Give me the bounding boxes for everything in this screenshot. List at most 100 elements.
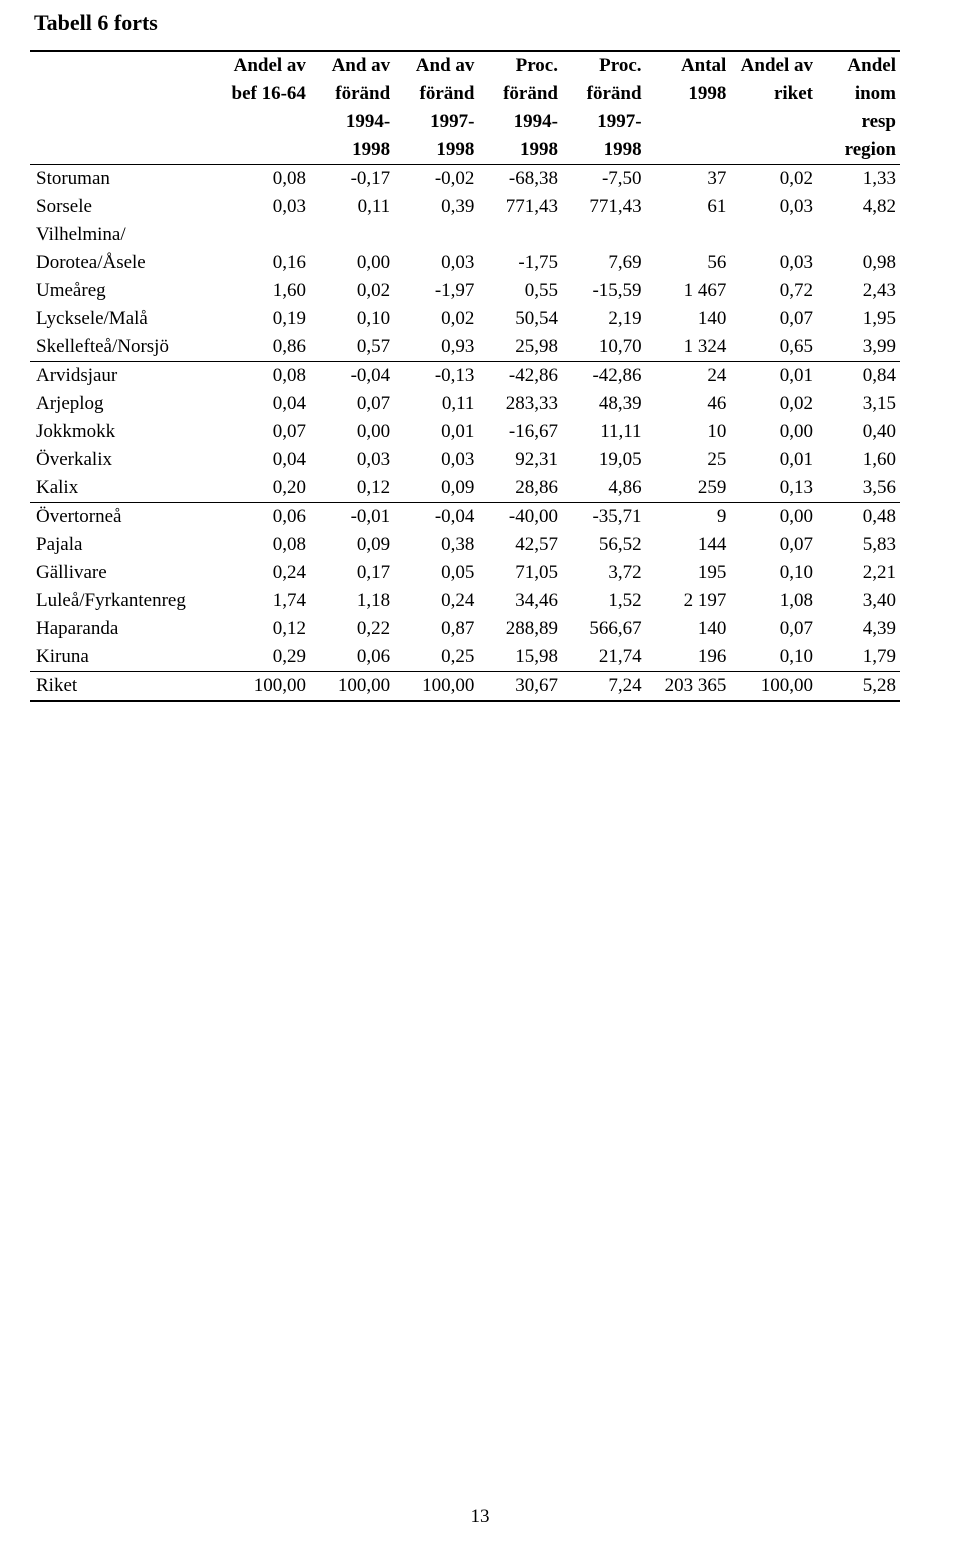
cell: 4,39: [817, 615, 900, 643]
cell: 0,03: [394, 249, 478, 277]
cell: 0,07: [730, 615, 817, 643]
column-header: Proc.: [562, 51, 646, 80]
cell: -0,13: [394, 362, 478, 391]
cell: 0,48: [817, 503, 900, 532]
cell: 1,79: [817, 643, 900, 672]
cell: 37: [646, 165, 731, 194]
cell: 0,03: [730, 193, 817, 221]
column-header-label: [30, 80, 223, 108]
cell: 0,29: [223, 643, 310, 672]
cell: 0,20: [223, 474, 310, 503]
cell: 0,07: [730, 305, 817, 333]
row-label: Pajala: [30, 531, 223, 559]
cell: -40,00: [478, 503, 562, 532]
cell: -1,97: [394, 277, 478, 305]
cell: 0,24: [394, 587, 478, 615]
cell: -0,04: [394, 503, 478, 532]
cell: -42,86: [478, 362, 562, 391]
row-label: Lycksele/Malå: [30, 305, 223, 333]
column-header: 1998: [478, 136, 562, 165]
cell: 0,38: [394, 531, 478, 559]
cell: 1 324: [646, 333, 731, 362]
table-row: Arvidsjaur0,08-0,04-0,13-42,86-42,86240,…: [30, 362, 900, 391]
cell: 30,67: [478, 672, 562, 702]
column-header: 1997-: [394, 108, 478, 136]
table-title: Tabell 6 forts: [34, 10, 900, 36]
table-row: Sorsele0,030,110,39771,43771,43610,034,8…: [30, 193, 900, 221]
cell: 0,40: [817, 418, 900, 446]
row-label: Övertorneå: [30, 503, 223, 532]
column-header: 1994-: [310, 108, 394, 136]
cell: 3,99: [817, 333, 900, 362]
column-header: [646, 136, 731, 165]
column-header: [646, 108, 731, 136]
cell: 1,33: [817, 165, 900, 194]
cell: 1,18: [310, 587, 394, 615]
cell: [478, 221, 562, 249]
row-label: Överkalix: [30, 446, 223, 474]
cell: 0,12: [310, 474, 394, 503]
cell: 0,57: [310, 333, 394, 362]
cell: 2,21: [817, 559, 900, 587]
cell: 1,60: [223, 277, 310, 305]
cell: 0,16: [223, 249, 310, 277]
cell: 28,86: [478, 474, 562, 503]
cell: 0,13: [730, 474, 817, 503]
cell: 196: [646, 643, 731, 672]
cell: 1,08: [730, 587, 817, 615]
cell: 0,02: [730, 390, 817, 418]
cell: 3,40: [817, 587, 900, 615]
cell: 144: [646, 531, 731, 559]
column-header: 1998: [310, 136, 394, 165]
cell: 7,24: [562, 672, 646, 702]
row-label: Kiruna: [30, 643, 223, 672]
column-header: Proc.: [478, 51, 562, 80]
cell: 4,86: [562, 474, 646, 503]
row-label: Kalix: [30, 474, 223, 503]
cell: 2,19: [562, 305, 646, 333]
cell: 0,11: [394, 390, 478, 418]
cell: 5,28: [817, 672, 900, 702]
column-header: föränd: [394, 80, 478, 108]
cell: 0,02: [730, 165, 817, 194]
cell: 0,08: [223, 165, 310, 194]
cell: 0,01: [394, 418, 478, 446]
row-label: Arjeplog: [30, 390, 223, 418]
cell: 0,03: [730, 249, 817, 277]
cell: 0,10: [730, 559, 817, 587]
cell: 259: [646, 474, 731, 503]
cell: 0,00: [310, 418, 394, 446]
cell: 56,52: [562, 531, 646, 559]
cell: [223, 221, 310, 249]
column-header: riket: [730, 80, 817, 108]
cell: -0,17: [310, 165, 394, 194]
cell: 100,00: [730, 672, 817, 702]
cell: 140: [646, 305, 731, 333]
column-header: 1998: [562, 136, 646, 165]
table-row: Luleå/Fyrkantenreg1,741,180,2434,461,522…: [30, 587, 900, 615]
cell: 25,98: [478, 333, 562, 362]
cell: 0,10: [730, 643, 817, 672]
table-row: Pajala0,080,090,3842,5756,521440,075,83: [30, 531, 900, 559]
cell: 0,01: [730, 362, 817, 391]
cell: 11,11: [562, 418, 646, 446]
cell: 195: [646, 559, 731, 587]
cell: 15,98: [478, 643, 562, 672]
column-header: And av: [394, 51, 478, 80]
cell: 10,70: [562, 333, 646, 362]
cell: 21,74: [562, 643, 646, 672]
table-row: Dorotea/Åsele0,160,000,03-1,757,69560,03…: [30, 249, 900, 277]
cell: 0,07: [310, 390, 394, 418]
cell: 0,19: [223, 305, 310, 333]
cell: 3,72: [562, 559, 646, 587]
row-label: Sorsele: [30, 193, 223, 221]
cell: 48,39: [562, 390, 646, 418]
cell: 0,24: [223, 559, 310, 587]
cell: 0,09: [310, 531, 394, 559]
cell: [310, 221, 394, 249]
cell: 1,74: [223, 587, 310, 615]
row-label: Arvidsjaur: [30, 362, 223, 391]
column-header: [730, 108, 817, 136]
table-row: Kalix0,200,120,0928,864,862590,133,56: [30, 474, 900, 503]
column-header: 1998: [646, 80, 731, 108]
